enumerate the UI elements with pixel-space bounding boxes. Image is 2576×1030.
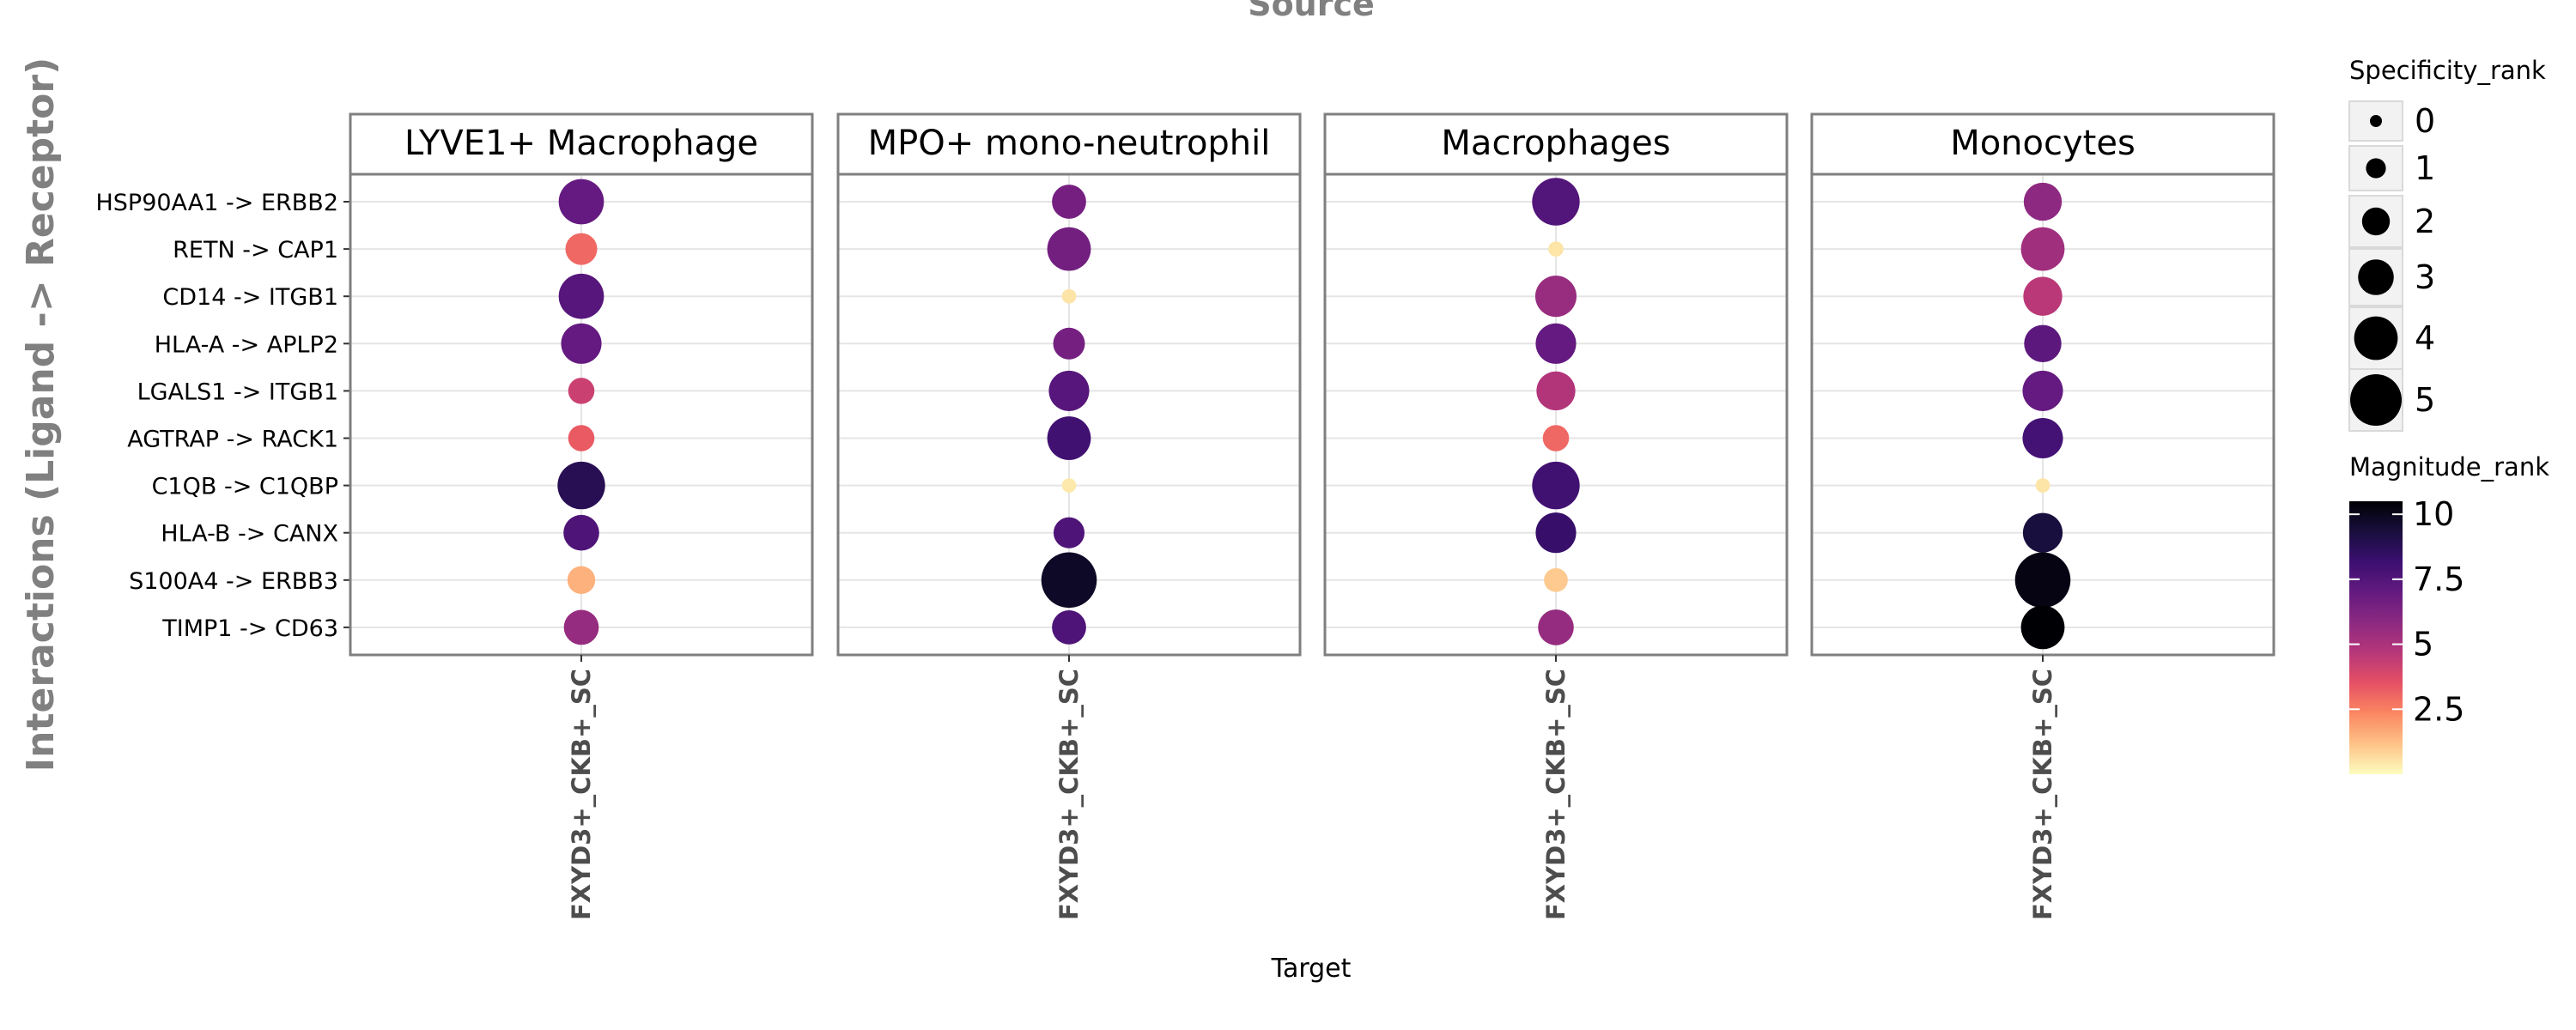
y-tick-label: S100A4 -> ERBB3	[129, 568, 338, 595]
y-tick-label: CD14 -> ITGB1	[162, 284, 338, 311]
data-point	[1047, 416, 1091, 460]
y-tick-label: HLA-A -> APLP2	[155, 331, 338, 358]
size-legend-key-dot	[2354, 316, 2398, 360]
data-point	[568, 378, 595, 404]
data-point	[1048, 370, 1090, 411]
size-legend-label: 1	[2415, 149, 2435, 187]
data-point	[1535, 512, 1577, 554]
data-point	[2024, 324, 2062, 363]
data-point	[1534, 276, 1577, 318]
chart-title: Source	[1248, 0, 1375, 23]
facet-strip-label: LYVE1+ Macrophage	[404, 124, 758, 163]
data-point	[2022, 512, 2063, 553]
data-point	[1052, 185, 1086, 219]
data-point	[1538, 609, 1574, 645]
data-point	[1052, 610, 1086, 645]
y-axis-title: Interactions (Ligand -> Receptor)	[19, 58, 63, 772]
facet-strip-label: Monocytes	[1950, 124, 2136, 163]
data-point	[2020, 605, 2065, 650]
facet-strip	[1810, 112, 2275, 176]
data-point	[2023, 276, 2063, 316]
facet-strip-label: Macrophages	[1441, 124, 1670, 163]
size-legend-key-dot	[2358, 259, 2394, 295]
size-legend-label: 3	[2415, 258, 2435, 296]
x-tick-label: FXYD3+_CKB+_SC	[1054, 669, 1084, 920]
size-legend-keys: 0 1 2 3 4 5	[2348, 100, 2435, 432]
x-tick-label: FXYD3+_CKB+_SC	[567, 669, 596, 920]
data-point	[1041, 552, 1097, 609]
data-point	[563, 514, 599, 551]
y-tick-label: AGTRAP -> RACK1	[127, 427, 338, 453]
color-legend-title: Magnitude_rank	[2349, 452, 2549, 482]
size-legend-key-dot	[2366, 158, 2386, 179]
size-legend-label: 4	[2415, 319, 2435, 357]
colorbar-tick-label: 10	[2413, 495, 2454, 533]
y-axis-ticks: HSP90AA1 -> ERBB2 RETN -> CAP1 CD14 -> ITG…	[95, 190, 350, 642]
y-tick-label: HSP90AA1 -> ERBB2	[95, 190, 338, 216]
data-point	[2020, 227, 2065, 271]
size-legend: Specificity_rank 0 1 2 3 4 5	[2348, 56, 2546, 432]
data-point	[1544, 567, 1568, 592]
data-point	[1061, 478, 1077, 493]
data-point	[1532, 178, 1580, 226]
data-point	[558, 273, 605, 319]
size-legend-key-dot	[2350, 374, 2402, 426]
colorbar-tick-label: 5	[2413, 626, 2433, 663]
y-tick-label: RETN -> CAP1	[173, 237, 338, 264]
facet-strip-label: MPO+ mono-neutrophil	[868, 124, 1271, 163]
data-point	[2022, 417, 2063, 459]
data-point	[1536, 371, 1576, 411]
facet-panel: Monocytes FXYD3+_CKB+_SC	[1810, 112, 2275, 920]
size-legend-title: Specificity_rank	[2349, 56, 2546, 85]
colorbar	[2349, 501, 2403, 774]
size-legend-label: 5	[2415, 381, 2435, 419]
data-point	[561, 323, 602, 364]
data-point	[1053, 327, 1085, 360]
facet-panel: Macrophages FXYD3+_CKB+_SC	[1323, 112, 1789, 920]
data-point	[568, 425, 595, 451]
data-point	[1548, 241, 1564, 257]
facet-strip	[1323, 112, 1789, 176]
color-legend: Magnitude_rank 10 7.5 5 2.5	[2349, 452, 2549, 774]
x-tick-label: FXYD3+_CKB+_SC	[1541, 669, 1571, 920]
y-tick-label: HLA-B -> CANX	[161, 521, 338, 548]
data-point	[1047, 227, 1091, 271]
colorbar-tick-label: 2.5	[2413, 690, 2464, 728]
data-point	[567, 566, 596, 594]
facet-panel: MPO+ mono-neutrophil FXYD3+_CKB+_SC	[836, 112, 1302, 920]
colorbar-tick-label: 7.5	[2413, 560, 2464, 598]
data-point	[1053, 517, 1085, 548]
size-legend-label: 0	[2415, 102, 2435, 140]
data-point	[1061, 288, 1077, 304]
facet-strip	[349, 112, 814, 176]
x-tick-label: FXYD3+_CKB+_SC	[2028, 669, 2057, 920]
y-tick-label: C1QB -> C1QBP	[152, 474, 338, 500]
data-point	[1542, 425, 1570, 451]
y-tick-label: LGALS1 -> ITGB1	[137, 379, 338, 405]
data-point	[557, 461, 605, 510]
data-point	[2023, 182, 2063, 221]
size-legend-key-dot	[2361, 207, 2391, 236]
facet-panel: LYVE1+ Macrophage FXYD3+_CKB+_SC	[349, 112, 814, 920]
facet-strip	[836, 112, 1302, 176]
data-point	[558, 179, 605, 225]
data-point	[1532, 461, 1580, 510]
data-point	[565, 233, 598, 265]
data-point	[563, 609, 599, 645]
data-point	[2014, 552, 2071, 609]
x-axis-title: Target	[1271, 954, 1352, 984]
data-point	[1535, 323, 1577, 364]
size-legend-label: 2	[2415, 203, 2435, 240]
size-legend-key-dot	[2370, 115, 2382, 127]
colorbar-ticks: 10 7.5 5 2.5	[2349, 495, 2464, 728]
data-point	[2022, 370, 2063, 411]
y-tick-label: TIMP1 -> CD63	[161, 615, 338, 642]
data-point	[2035, 478, 2050, 493]
